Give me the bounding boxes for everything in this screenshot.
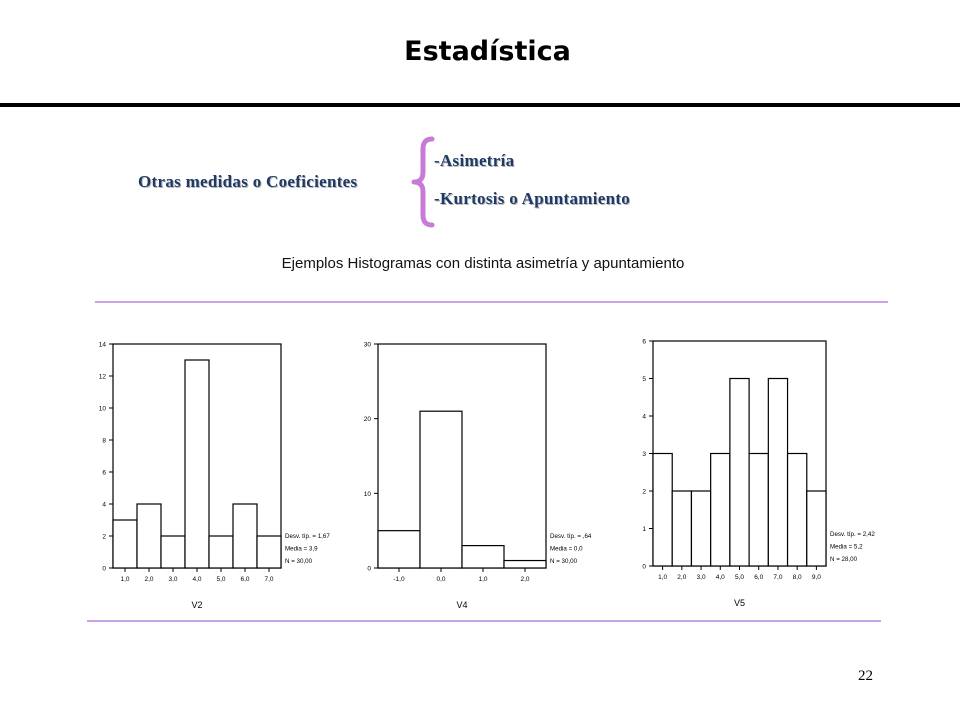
chart-3-xtick-label: 7,0 (773, 574, 782, 581)
chart-3-stat: Media = 5,2 (830, 544, 863, 551)
chart-1-ytick-label: 0 (102, 566, 106, 573)
chart-1-xtick-label: 2,0 (144, 576, 153, 583)
chart-2-bar (377, 530, 421, 569)
chart-1-ytick-label: 6 (102, 470, 106, 477)
chart-3-stat: Desv. típ. = 2,42 (830, 531, 875, 538)
item-kurtosis: -Kurtosis o Apuntamiento (434, 189, 631, 208)
chart-3-bar (652, 452, 673, 567)
chart-3-stat: N = 28,00 (830, 556, 858, 563)
chart-1-bar (112, 519, 138, 569)
chart-2-bar (419, 410, 463, 569)
chart-2-ytick-label: 10 (364, 491, 372, 498)
chart-3-bar (767, 377, 789, 567)
chart-3-bar (786, 452, 808, 567)
page-number: 22 (858, 668, 873, 684)
curly-brace-icon (411, 136, 435, 228)
chart-3-xtick-label: 8,0 (793, 574, 802, 581)
chart-1-xtick-label: 6,0 (240, 576, 249, 583)
chart-3-xtick-label: 6,0 (754, 574, 763, 581)
chart-1-xtick-label: 4,0 (192, 576, 201, 583)
chart-1-bar (184, 359, 210, 569)
chart-1-ytick-label: 14 (99, 342, 107, 349)
chart-2-stat: Media = 0,0 (550, 546, 583, 553)
chart-3-xlabel: V5 (734, 598, 745, 608)
chart-1-bar (136, 503, 162, 569)
chart-2-bar (461, 544, 505, 569)
chart-1-stat: Desv. típ. = 1,67 (285, 533, 330, 540)
bottom-divider (87, 620, 881, 622)
chart-3-xtick-label: 5,0 (735, 574, 744, 581)
chart-2-xtick-label: -1,0 (393, 576, 405, 583)
chart-1-xtick-label: 5,0 (216, 576, 225, 583)
chart-3-ytick-label: 4 (642, 414, 646, 421)
chart-1-ytick-label: 4 (102, 502, 106, 509)
chart-3-ytick-label: 0 (642, 564, 646, 571)
chart-3-ytick-label: 2 (642, 489, 646, 496)
chart-1-ytick-label: 12 (99, 374, 107, 381)
top-divider (95, 301, 888, 303)
chart-1-bar (208, 535, 234, 569)
chart-1-xlabel: V2 (191, 600, 202, 610)
chart-1-ytick-label: 10 (99, 406, 107, 413)
chart-3-xtick-label: 3,0 (697, 574, 706, 581)
chart-2-ytick-label: 0 (367, 566, 371, 573)
chart-3-ytick-label: 5 (642, 376, 646, 383)
chart-1-stat: N = 30,00 (285, 558, 313, 565)
chart-1-bar (160, 535, 186, 569)
chart-3-bar (690, 490, 712, 567)
chart-3-xtick-label: 4,0 (716, 574, 725, 581)
chart-1-xtick-label: 3,0 (168, 576, 177, 583)
chart-2-xtick-label: 2,0 (520, 576, 529, 583)
chart-3-bar (748, 452, 769, 567)
chart-1-bar (232, 503, 258, 569)
chart-2-xlabel: V4 (456, 600, 467, 610)
title-divider (0, 103, 960, 107)
chart-3-bar (806, 490, 827, 567)
chart-1-ytick-label: 8 (102, 438, 106, 445)
chart-2-ytick-label: 20 (364, 416, 372, 423)
measures-label: Otras medidas o Coeficientes (138, 172, 358, 191)
chart-3-ytick-label: 6 (642, 339, 646, 346)
chart-3-ytick-label: 1 (642, 526, 646, 533)
chart-2-bar (503, 559, 547, 569)
chart-2-stat: Desv. típ. = ,64 (550, 533, 592, 540)
chart-2-stat: N = 30,00 (550, 558, 578, 565)
chart-3-xtick-label: 1,0 (658, 574, 667, 581)
chart-2-xtick-label: 1,0 (478, 576, 487, 583)
chart-3-bar (729, 377, 750, 567)
chart-3-xtick-label: 9,0 (812, 574, 821, 581)
chart-1-ytick-label: 2 (102, 534, 106, 541)
chart-3-ytick-label: 3 (642, 451, 646, 458)
chart-1-xtick-label: 7,0 (264, 576, 273, 583)
chart-3-bar (710, 452, 731, 567)
item-asimetria: -Asimetría (434, 151, 515, 170)
slide-title: Estadística (404, 36, 571, 67)
chart-2-ytick-label: 30 (364, 342, 372, 349)
chart-1-stat: Media = 3,9 (285, 546, 318, 553)
chart-3-xtick-label: 2,0 (677, 574, 686, 581)
chart-2-xtick-label: 0,0 (436, 576, 445, 583)
chart-1-bar (256, 535, 282, 569)
histograms-subtitle: Ejemplos Histogramas con distinta asimet… (281, 255, 685, 272)
chart-3-bar (671, 490, 693, 567)
chart-1-xtick-label: 1,0 (120, 576, 129, 583)
